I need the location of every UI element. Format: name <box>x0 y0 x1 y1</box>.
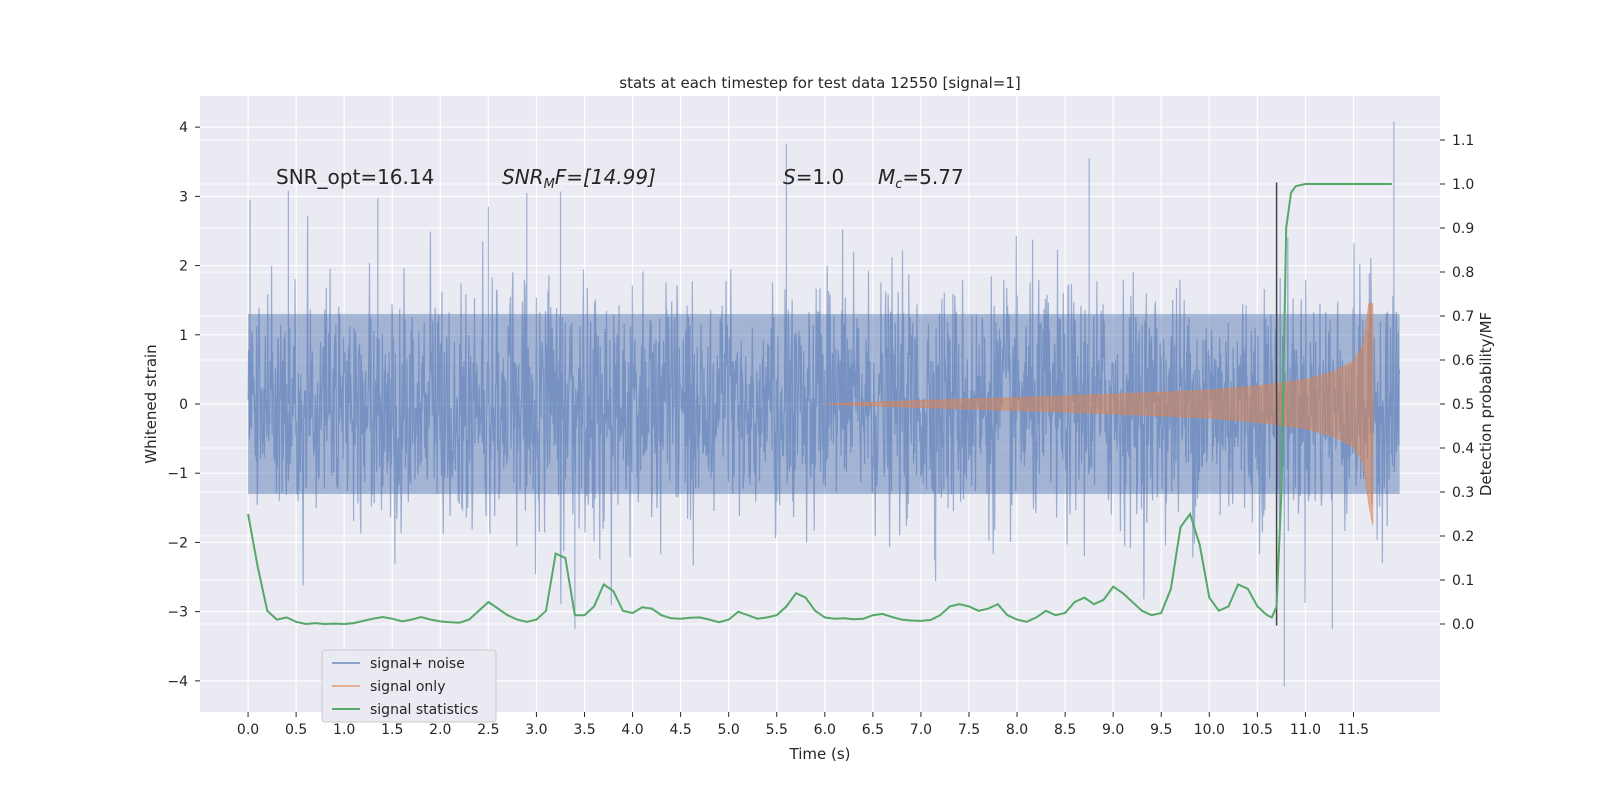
y-right-tick-label-4: 0.7 <box>1452 309 1474 325</box>
y-left-tick-label-2: 2 <box>179 259 188 275</box>
x-tick-label-1: 0.5 <box>285 722 307 738</box>
y-left-tick-label-8: −4 <box>167 674 188 690</box>
snr-mf-sub: M <box>544 177 555 192</box>
x-tick-label-7: 3.5 <box>573 722 595 738</box>
x-tick-label-13: 6.5 <box>862 722 884 738</box>
x-tick-label-18: 9.0 <box>1102 722 1124 738</box>
x-tick-label-4: 2.0 <box>429 722 451 738</box>
y-left-axis-label: Whitened strain <box>142 344 160 463</box>
signal-statistics-series <box>247 183 1392 626</box>
legend: signal+ noise signal only signal statist… <box>321 649 497 723</box>
x-tick-label-12: 6.0 <box>814 722 836 738</box>
y-right-axis-label: Detection probability/MF <box>1477 312 1495 496</box>
y-right-tick-label-0: 1.1 <box>1452 133 1474 149</box>
s-rest: =1.0 <box>796 165 845 189</box>
x-tick-label-2: 1.0 <box>333 722 355 738</box>
x-tick-label-11: 5.5 <box>766 722 788 738</box>
y-left-tick-label-6: −2 <box>167 535 188 551</box>
x-tick-label-0: 0.0 <box>237 722 259 738</box>
y-right-tick-label-7: 0.4 <box>1452 441 1474 457</box>
y-left-tick-label-3: 1 <box>179 328 188 344</box>
x-tick-label-15: 7.5 <box>958 722 980 738</box>
snr-mf-rest: F=[14.99] <box>555 165 656 189</box>
annotation-snr-opt: SNR_opt=16.14 <box>276 165 434 189</box>
x-tick-label-6: 3.0 <box>525 722 547 738</box>
legend-box <box>321 649 497 723</box>
annotation-s: S=1.0 <box>783 165 844 189</box>
snr-mf-label: SNR <box>502 165 544 189</box>
y-left-tick-label-5: −1 <box>167 466 188 482</box>
y-right-tick-label-1: 1.0 <box>1452 177 1474 193</box>
y-right-tick-label-6: 0.5 <box>1452 397 1474 413</box>
noise-trace <box>247 121 1401 687</box>
annotation-mc: Mc=5.77 <box>878 165 964 192</box>
y-right-axis-ticks: 1.1 1.0 0.9 0.8 0.7 0.6 0.5 0.4 0.3 0.2 0.1 0.0 <box>1440 133 1474 633</box>
x-tick-label-8: 4.0 <box>621 722 643 738</box>
signal-only-series <box>824 303 1374 526</box>
mc-rest: =5.77 <box>902 165 963 189</box>
y-right-tick-label-3: 0.8 <box>1452 265 1474 281</box>
x-tick-label-3: 1.5 <box>381 722 403 738</box>
x-tick-label-5: 2.5 <box>477 722 499 738</box>
y-left-tick-label-1: 3 <box>179 189 188 205</box>
signal-envelope <box>824 303 1374 526</box>
y-right-tick-label-5: 0.6 <box>1452 353 1474 369</box>
mc-sub: c <box>895 177 902 192</box>
x-tick-label-23: 11.5 <box>1338 722 1369 738</box>
x-tick-label-21: 10.5 <box>1242 722 1273 738</box>
y-left-axis-ticks: 4 3 2 1 0 −1 −2 −3 −4 <box>167 120 200 690</box>
x-axis-ticks: 0.0 0.5 1.0 1.5 2.0 2.5 3.0 3.5 4.0 4.5 5.0 5.5 6.0 6… <box>237 712 1369 738</box>
annotation-snr-mf: SNRMF=[14.99] <box>502 165 656 192</box>
y-right-tick-label-11: 0.0 <box>1452 617 1474 633</box>
x-tick-label-9: 4.5 <box>669 722 691 738</box>
y-right-tick-label-8: 0.3 <box>1452 485 1474 501</box>
y-left-tick-label-7: −3 <box>167 605 188 621</box>
legend-label-signal: signal only <box>370 679 445 695</box>
y-right-tick-label-2: 0.9 <box>1452 221 1474 237</box>
y-right-tick-label-9: 0.2 <box>1452 529 1474 545</box>
statistics-line <box>247 183 1392 626</box>
x-tick-label-17: 8.5 <box>1054 722 1076 738</box>
y-left-tick-label-4: 0 <box>179 397 188 413</box>
x-tick-label-20: 10.0 <box>1194 722 1225 738</box>
x-tick-label-19: 9.5 <box>1150 722 1172 738</box>
mc-label: M <box>878 165 895 189</box>
s-label: S <box>783 165 796 189</box>
x-axis-label: Time (s) <box>789 745 851 763</box>
x-tick-label-14: 7.0 <box>910 722 932 738</box>
x-tick-label-16: 8.0 <box>1006 722 1028 738</box>
x-tick-label-10: 5.0 <box>718 722 740 738</box>
x-tick-label-22: 11.0 <box>1290 722 1321 738</box>
y-right-tick-label-10: 0.1 <box>1452 573 1474 589</box>
y-left-tick-label-0: 4 <box>179 120 188 136</box>
legend-label-stats: signal statistics <box>370 702 478 718</box>
chart-title: stats at each timestep for test data 125… <box>619 74 1020 92</box>
legend-label-noise: signal+ noise <box>370 656 465 672</box>
